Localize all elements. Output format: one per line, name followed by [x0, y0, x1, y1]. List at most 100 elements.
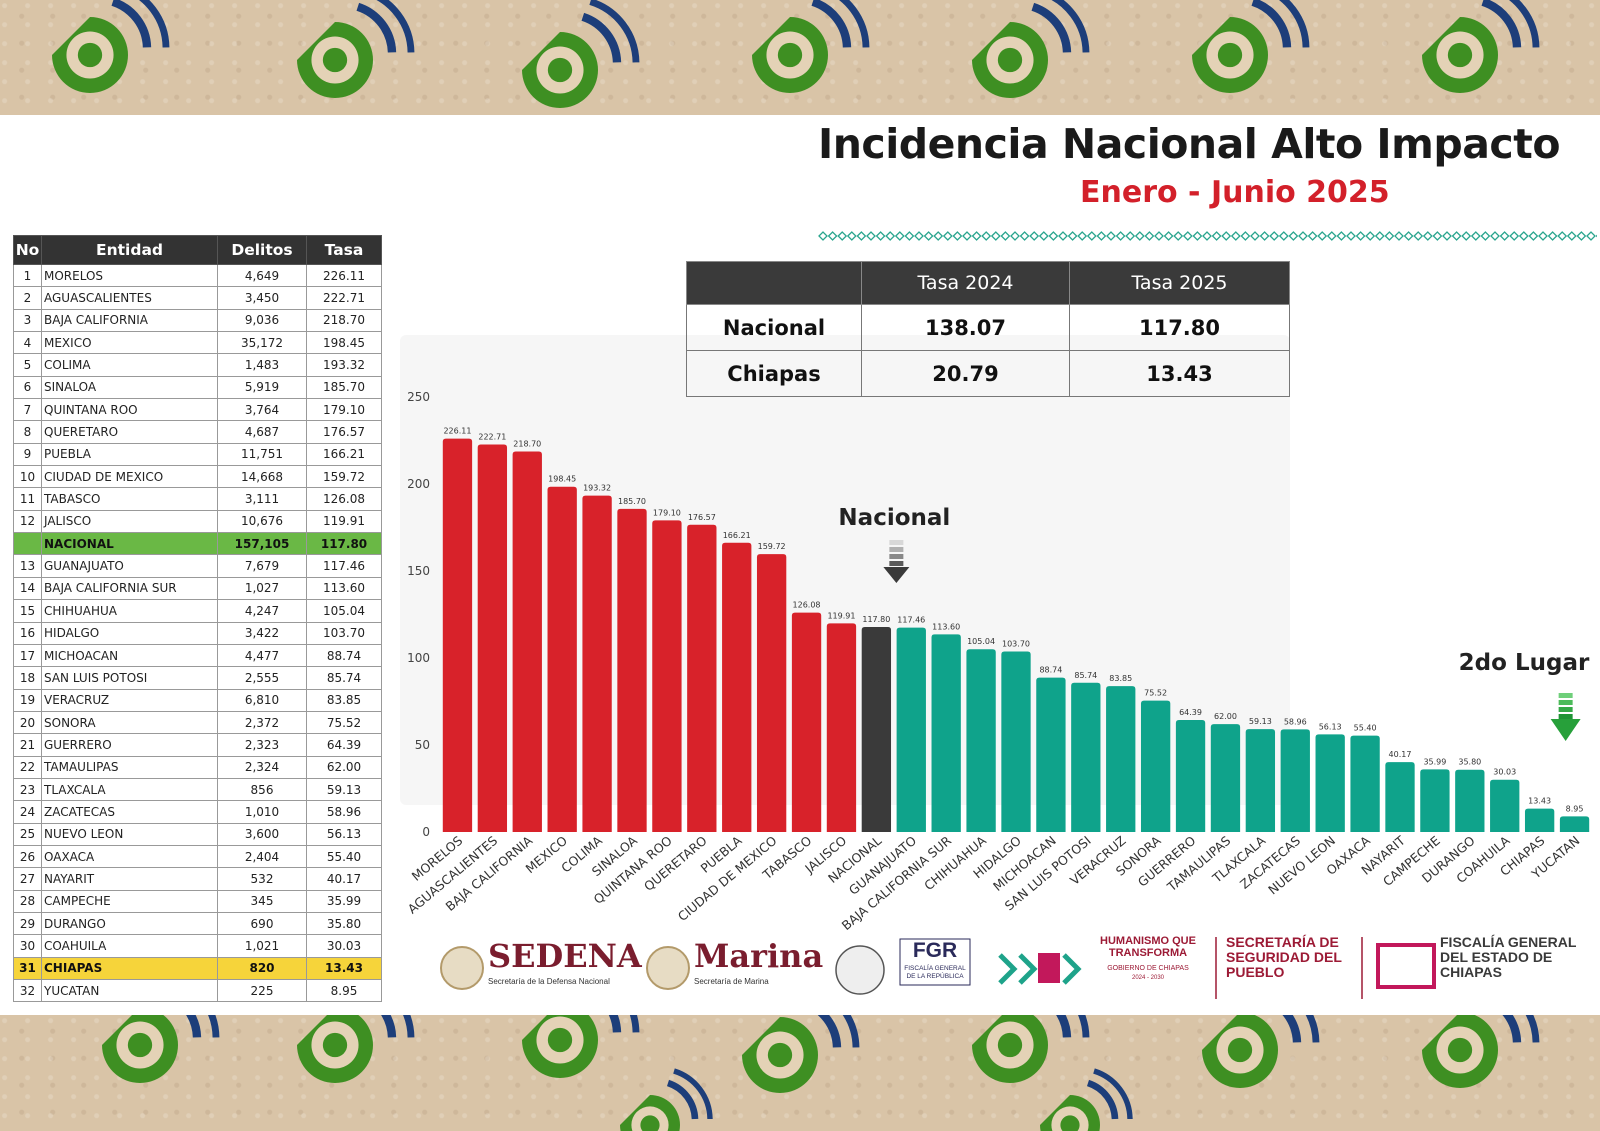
table-row: 5 COLIMA 1,483 193.32 — [13, 353, 382, 377]
cmp-header-2024: Tasa 2024 — [861, 261, 1070, 305]
diamond-icon — [1250, 231, 1260, 241]
fge-logo-icon — [1376, 943, 1436, 989]
cmp-value-2024: 138.07 — [861, 304, 1070, 351]
diamond-icon — [1307, 231, 1318, 241]
row-delitos: 1,021 — [217, 934, 307, 958]
bar — [442, 438, 473, 832]
data-label: 159.72 — [758, 542, 786, 551]
diamond-icon — [1077, 231, 1088, 241]
row-tasa: 30.03 — [306, 934, 382, 958]
diamond-icon — [1269, 231, 1280, 241]
swirl-motif-icon — [1192, 0, 1310, 93]
bar — [791, 612, 822, 832]
bar — [1175, 719, 1206, 832]
swirl-pattern-bottom — [102, 1015, 1540, 1131]
diamond-icon — [818, 231, 828, 241]
table-row: 30 COAHUILA 1,021 30.03 — [13, 934, 382, 958]
swirl-motif-icon — [752, 0, 870, 93]
diamond-icon — [962, 231, 972, 241]
diamond-icon — [1413, 231, 1424, 241]
swirl-motif-icon — [1422, 1015, 1540, 1088]
data-label: 8.95 — [1566, 804, 1584, 813]
bar — [1350, 735, 1380, 832]
row-number: 30 — [13, 934, 42, 958]
diamond-icon — [1067, 231, 1078, 241]
diamond-icon — [1566, 231, 1577, 241]
diamond-icon — [981, 231, 992, 241]
bar — [477, 444, 508, 832]
row-tasa: 176.57 — [306, 420, 382, 444]
decorative-divider — [818, 231, 1597, 241]
data-label: 176.57 — [688, 513, 716, 522]
diamond-icon — [1182, 231, 1193, 241]
data-label: 185.70 — [618, 497, 646, 506]
col-header-tasa: Tasa — [306, 235, 382, 265]
diamond-icon — [1326, 231, 1337, 241]
diamond-icon — [1576, 231, 1587, 241]
diamond-icon — [885, 231, 896, 241]
diamond-icon — [1586, 231, 1596, 241]
row-entidad: GUANAJUATO — [41, 554, 218, 578]
swirl-motif-icon — [1040, 1068, 1133, 1131]
diamond-icon — [1317, 231, 1328, 241]
y-tick-label: 100 — [407, 651, 430, 665]
y-tick-label: 50 — [415, 738, 430, 752]
row-number: 23 — [13, 777, 42, 802]
table-row: 26 OAXACA 2,404 55.40 — [13, 844, 382, 869]
diamond-icon — [1163, 231, 1174, 241]
row-tasa: 103.70 — [306, 621, 382, 645]
diamond-icon — [1384, 231, 1395, 241]
diamond-icon — [1106, 231, 1116, 241]
row-tasa: 198.45 — [306, 331, 382, 355]
row-number: 21 — [13, 733, 42, 757]
row-number: 32 — [13, 978, 42, 1003]
diamond-icon — [1125, 231, 1136, 241]
col-header-entidad: Entidad — [41, 235, 218, 265]
bar — [826, 623, 857, 832]
data-label: 58.96 — [1284, 717, 1307, 726]
bar — [1524, 808, 1555, 832]
row-tasa: 58.96 — [306, 800, 382, 824]
diamond-icon — [914, 231, 924, 241]
data-label: 88.74 — [1039, 666, 1062, 675]
swirl-motif-icon — [1202, 1015, 1320, 1088]
diamond-icon — [1154, 231, 1164, 241]
row-tasa: 64.39 — [306, 733, 382, 757]
page-subtitle: Enero - Junio 2025 — [1080, 175, 1390, 210]
bar-chart: 050100150200250226.11MORELOS222.71AGUASC… — [405, 390, 1590, 933]
data-label: 13.43 — [1528, 797, 1551, 806]
row-delitos: 2,324 — [217, 755, 307, 779]
diamond-icon — [837, 231, 848, 241]
row-number: 15 — [13, 599, 42, 623]
bar — [1245, 729, 1276, 832]
data-label: 64.39 — [1179, 708, 1202, 717]
table-row: 32 YUCATAN 225 8.95 — [13, 978, 382, 1003]
humanismo-logo-sub: GOBIERNO DE CHIAPAS — [1107, 965, 1189, 972]
diamond-icon — [1048, 231, 1059, 241]
row-tasa: 226.11 — [306, 263, 382, 288]
diamond-icon — [1173, 231, 1184, 241]
bar — [617, 508, 647, 832]
swirl-motif-icon — [297, 0, 415, 98]
bar — [652, 520, 682, 832]
diamond-icon — [1038, 231, 1049, 241]
swirl-motif-icon — [102, 1015, 220, 1083]
table-row: 31 CHIAPAS 820 13.43 — [13, 956, 382, 981]
data-label: 119.91 — [827, 611, 855, 620]
bar — [582, 495, 612, 832]
table-row: 23 TLAXCALA 856 59.13 — [13, 777, 382, 802]
humanismo-logo-text: HUMANISMO QUE TRANSFORMA — [1100, 935, 1196, 959]
diamond-icon — [856, 231, 867, 241]
data-label: 198.45 — [548, 475, 576, 484]
swirl-motif-icon — [522, 0, 640, 108]
row-entidad: BAJA CALIFORNIA SUR — [41, 576, 218, 601]
swirl-motif-icon — [297, 1015, 415, 1083]
table-row: 1 MORELOS 4,649 226.11 — [13, 263, 382, 288]
diamond-icon — [1355, 231, 1366, 241]
diamond-icon — [875, 231, 886, 241]
bar — [1001, 651, 1031, 832]
bar — [931, 634, 961, 832]
fgr-logo-icon — [899, 938, 971, 986]
humanismo-logo-years: 2024 - 2030 — [1131, 975, 1165, 981]
bar — [1210, 724, 1241, 832]
